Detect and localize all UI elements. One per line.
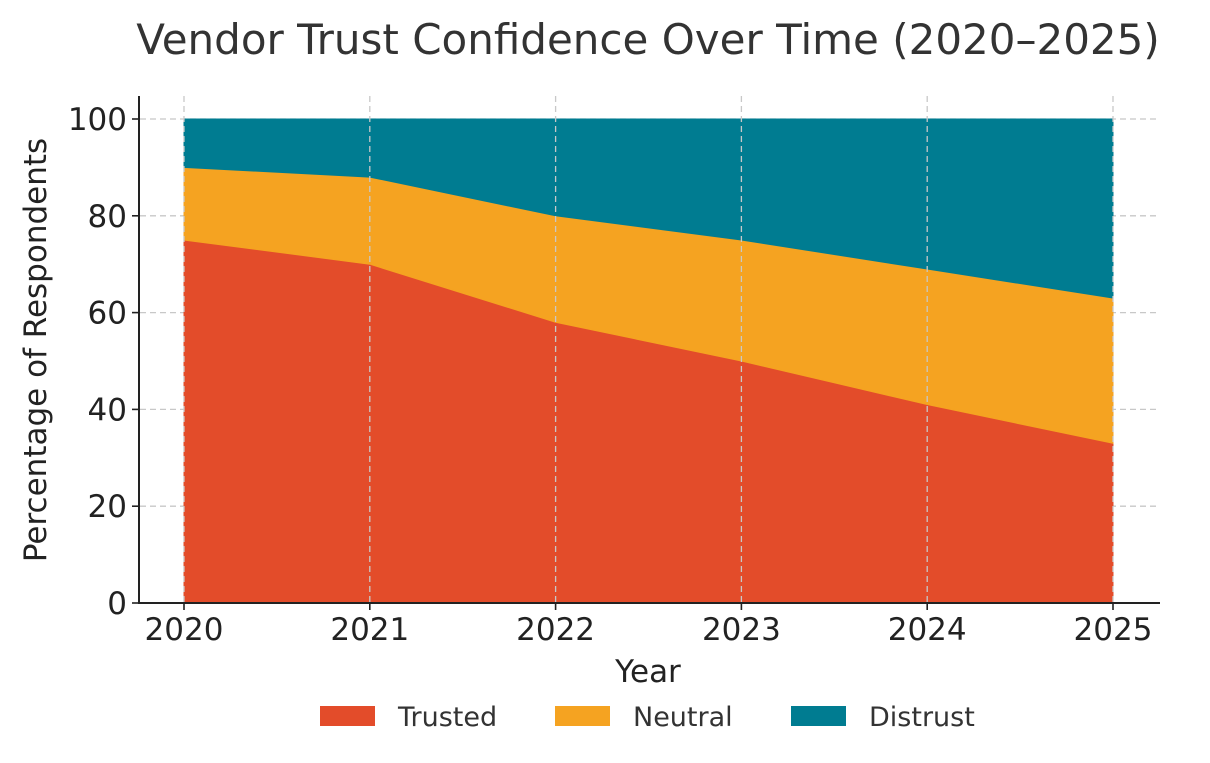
x-tick-label-2022: 2022 [516, 612, 595, 648]
legend-swatch-distrust [791, 706, 846, 726]
chart-title: Vendor Trust Confidence Over Time (2020–… [136, 15, 1160, 64]
x-tick-label-2023: 2023 [702, 612, 781, 648]
x-axis-label: Year [614, 654, 681, 690]
legend-swatch-neutral [555, 706, 610, 726]
legend-swatch-trusted [320, 706, 375, 726]
y-tick-label-0: 0 [107, 586, 127, 622]
x-axis-ticks: 2020 2021 2022 2023 2024 2025 [145, 603, 1153, 648]
y-tick-label-1: 20 [88, 489, 127, 525]
y-tick-label-4: 80 [88, 199, 127, 235]
area-series [183, 118, 1114, 604]
x-tick-label-2024: 2024 [888, 612, 967, 648]
x-tick-label-2025: 2025 [1074, 612, 1153, 648]
x-tick-label-2021: 2021 [330, 612, 409, 648]
y-axis-label: Percentage of Respondents [18, 138, 54, 562]
legend-label-trusted: Trusted [397, 702, 497, 733]
legend: Trusted Neutral Distrust [320, 702, 975, 733]
x-tick-label-2020: 2020 [145, 612, 224, 648]
y-tick-label-3: 60 [88, 296, 127, 332]
y-axis-ticks: 0 20 40 60 80 100 [68, 102, 139, 622]
y-tick-label-5: 100 [68, 102, 127, 138]
y-tick-label-2: 40 [88, 392, 127, 428]
legend-label-distrust: Distrust [869, 702, 975, 733]
legend-label-neutral: Neutral [633, 702, 733, 733]
vertical-grid [183, 96, 1114, 603]
